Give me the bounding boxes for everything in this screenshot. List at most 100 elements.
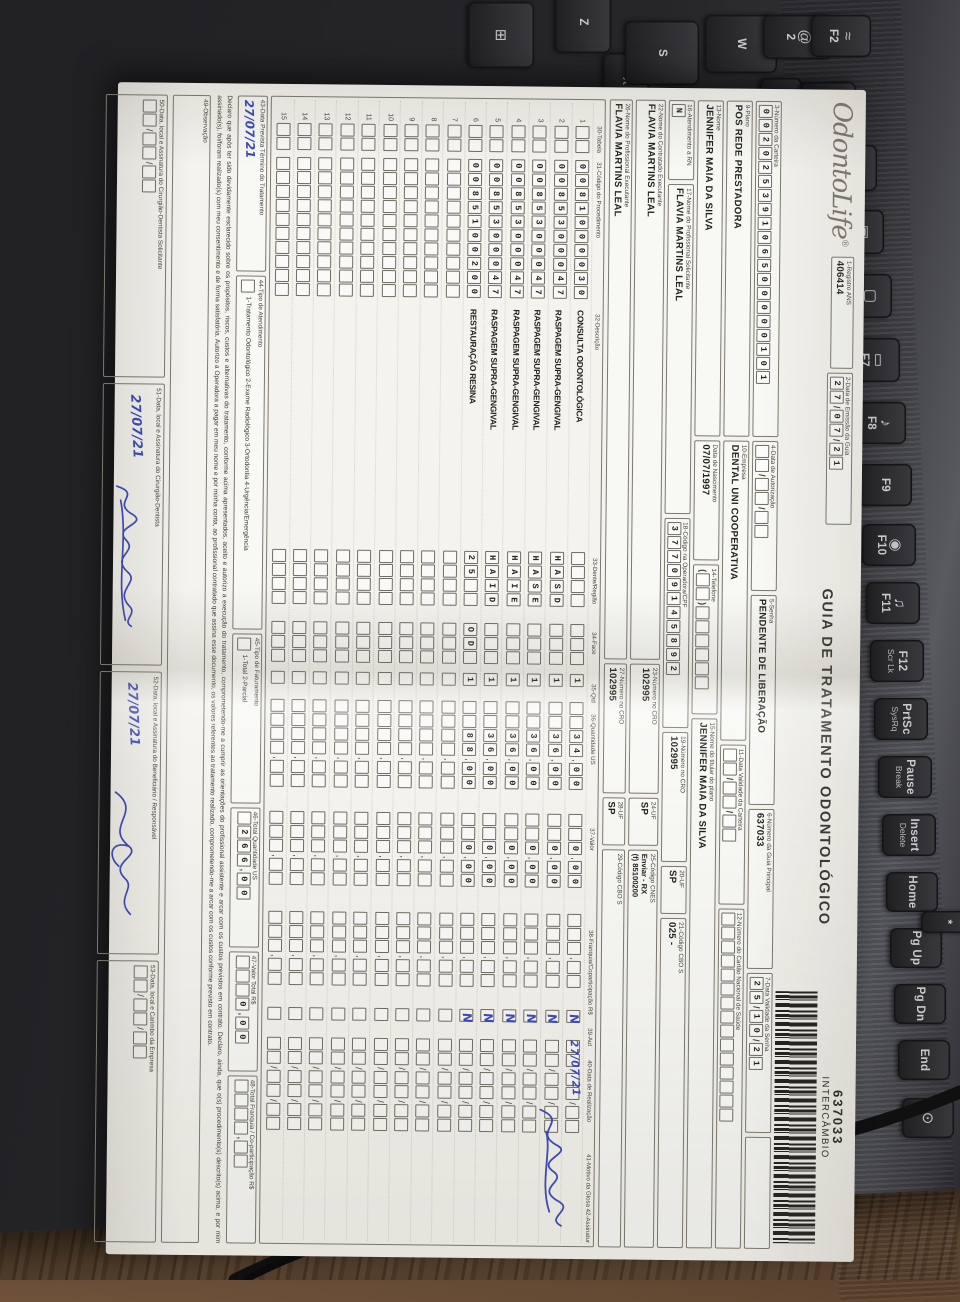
- field-8-empty: [743, 1136, 772, 1250]
- cell-quantidade-us: ,: [416, 700, 435, 812]
- cell-quantidade-us: 36,00: [481, 701, 500, 813]
- cell-descricao: [428, 308, 431, 550]
- cell-quantidade: [268, 670, 286, 699]
- cell-quantidade: [311, 671, 329, 699]
- field-atendimento-rn: 16-Atendimento a RN N: [668, 99, 695, 181]
- cell-data-realizacao: //: [328, 1037, 347, 1131]
- row-number: 6: [472, 117, 480, 122]
- cell-tabela: [445, 124, 463, 159]
- cell-face: [354, 621, 373, 672]
- cell-data-realizacao: //: [370, 1037, 389, 1132]
- cell-motivo-glosa-assinatura: [378, 1130, 379, 1241]
- cell-descricao: [450, 309, 453, 551]
- cell-valor: ,: [415, 812, 434, 912]
- cell-face: [568, 623, 587, 674]
- cell-quantidade-us: ,: [352, 699, 371, 812]
- cell-quantidade: 1: [546, 673, 564, 702]
- cell-quantidade: [439, 672, 457, 701]
- cell-data-realizacao: //: [263, 1036, 282, 1130]
- cell-tabela: [381, 123, 399, 158]
- row-number: 5: [493, 118, 501, 123]
- cell-codigo-procedimento: [315, 157, 335, 307]
- pen-signature-52: [111, 791, 133, 916]
- cell-dente-regiao: HAIE: [504, 551, 523, 623]
- cell-dente-regiao: [397, 550, 416, 622]
- procedures-table-body: 1 0081000030 CONSULTA ODONTOLÓGICA 1 34,…: [261, 99, 594, 1244]
- cell-quantidade-us: ,: [438, 700, 457, 813]
- cell-descricao: [279, 307, 282, 549]
- page-title: GUIA DE TRATAMENTO ODONTOLÓGICO: [815, 588, 835, 926]
- cell-autorizado: [350, 1007, 368, 1038]
- field-uf-contratado: 24-UF SP: [628, 797, 659, 846]
- cell-autorizado: [307, 1007, 325, 1037]
- cell-franquia: ,: [286, 911, 305, 1007]
- cell-tabela: [338, 123, 356, 157]
- cell-dente-regiao: HASE: [525, 551, 544, 623]
- cell-tabela: [552, 125, 570, 160]
- cell-quantidade-us: ,: [267, 698, 286, 811]
- cell-autorizado: N: [542, 1009, 560, 1040]
- cell-data-realizacao: //: [499, 1039, 518, 1133]
- cell-franquia: ,: [521, 913, 540, 1009]
- cell-codigo-procedimento: 0085300047: [529, 159, 549, 309]
- cell-face: [290, 621, 309, 671]
- cell-franquia: ,: [307, 911, 326, 1007]
- cell-tabela: [274, 122, 292, 157]
- cell-tabela: [316, 123, 334, 157]
- barcode: [772, 991, 818, 1244]
- cell-codigo-procedimento: 0085300047: [507, 159, 527, 309]
- cell-quantidade-us: 88,00: [459, 700, 478, 813]
- field-cartao-nacional-saude: 12-Número do Cartão Nacional de Saúde: [714, 908, 745, 1249]
- cell-face: OD: [461, 622, 480, 673]
- cell-dente-regiao: [269, 548, 288, 621]
- cell-tabela: [295, 123, 313, 157]
- cell-motivo-glosa-assinatura: [357, 1130, 358, 1241]
- signature-51-dentista: 51-Data, local e Assinatura do Cirurgião…: [100, 382, 166, 666]
- field-numero-carteira: 3-Número da Carteira 00202539106500000101: [752, 100, 782, 438]
- field-cro-executante: 27-Número no CRO 102995: [602, 663, 627, 794]
- cell-codigo-procedimento: [422, 158, 442, 308]
- cell-data-realizacao: //: [477, 1039, 496, 1133]
- field-tipo-faturamento: 45-Tipo de Faturamento 1-Total 2-Parcial: [230, 633, 263, 804]
- row-number: 7: [450, 117, 458, 122]
- cell-face: [397, 622, 416, 672]
- pen-signature-51: [116, 484, 138, 627]
- cell-autorizado: [264, 1006, 282, 1037]
- cell-autorizado: [414, 1008, 432, 1038]
- cell-face: [418, 622, 437, 672]
- cell-face: [439, 622, 458, 673]
- cell-data-realizacao: //: [349, 1037, 368, 1131]
- cell-motivo-glosa-assinatura: [271, 1129, 272, 1240]
- cell-data-realizacao: //: [435, 1038, 454, 1132]
- row-number: 2: [557, 118, 565, 123]
- field-total-quantidade-us: 46-Total Quantidade US 266,00: [229, 807, 261, 948]
- cell-motivo-glosa-assinatura: [485, 1131, 486, 1242]
- cell-quantidade-us: ,: [395, 700, 414, 812]
- field-registro-ans: 1-Registro ANS 406414: [830, 256, 855, 369]
- cell-quantidade: [396, 672, 414, 700]
- handwritten-data-prevista: 27/07/21: [242, 99, 258, 159]
- cell-descricao: [385, 308, 388, 550]
- cell-tabela: [359, 123, 377, 158]
- cell-franquia: ,: [543, 913, 562, 1010]
- cell-descricao: [364, 308, 367, 550]
- cell-valor: 0,00: [565, 813, 584, 914]
- cell-autorizado: [286, 1007, 304, 1037]
- handwritten-date-52: 27/07/21: [124, 682, 143, 747]
- cell-dente-regiao: [312, 549, 331, 621]
- handwritten-aut: N: [480, 1012, 497, 1025]
- cell-dente-regiao: HASD: [547, 551, 566, 624]
- field-nome-titular: 15-Nome do titular do plano JENNIFER MAIA…: [685, 718, 718, 1249]
- cell-autorizado: [393, 1008, 411, 1038]
- cell-data-realizacao: //: [541, 1039, 560, 1133]
- cell-valor: ,: [287, 811, 306, 911]
- cell-franquia: ,: [393, 912, 412, 1008]
- field-data-prevista-termino: 43-Data Prevista Término do Tratamento 2…: [236, 95, 269, 272]
- cell-quantidade-us: ,: [331, 699, 350, 811]
- field-numero-guia-principal: 6-Número da Guia Principal 637033: [746, 808, 775, 970]
- cell-data-realizacao: //: [520, 1039, 539, 1133]
- cell-franquia: ,: [564, 913, 583, 1010]
- row-number: 4: [514, 118, 522, 123]
- cell-quantidade-us: ,: [288, 699, 307, 811]
- field-tipo-atendimento: 44-Tipo de Atendimento 1-Tratamento Odon…: [232, 275, 267, 630]
